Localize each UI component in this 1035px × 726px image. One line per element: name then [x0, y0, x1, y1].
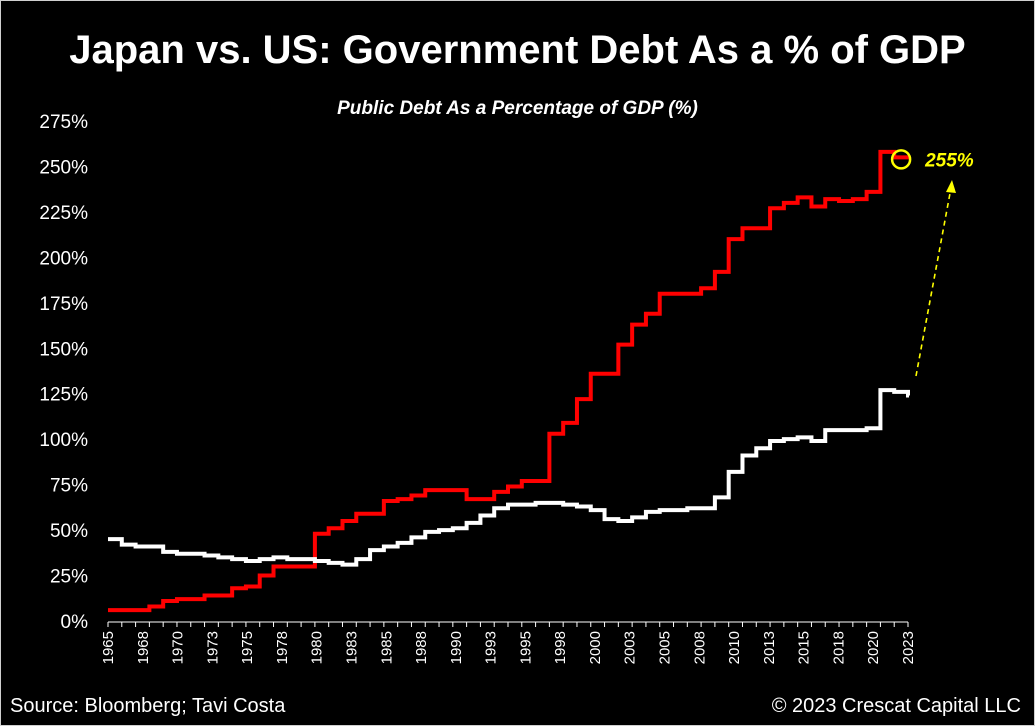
- x-tick-label: 2020: [865, 631, 882, 664]
- y-tick-label: 125%: [39, 385, 88, 406]
- x-tick-label: 1998: [552, 631, 569, 664]
- page-title: Japan vs. US: Government Debt As a % of …: [69, 28, 966, 72]
- y-tick-label: 25%: [50, 567, 88, 588]
- y-tick-label: 175%: [39, 294, 88, 315]
- annotation-arrow-line: [915, 187, 952, 377]
- x-tick-label: 2003: [622, 631, 639, 664]
- source-note: Source: Bloomberg; Tavi Costa: [10, 695, 286, 717]
- y-tick-label: 50%: [50, 521, 88, 542]
- x-tick-label: 2000: [587, 631, 604, 664]
- chart-subtitle: Public Debt As a Percentage of GDP (%): [337, 98, 698, 119]
- y-tick-label: 100%: [39, 430, 88, 451]
- series-line-red: [108, 149, 909, 613]
- y-axis: 0% 25% 50% 75% 100% 125% 150% 175% 200% 225% 250% 2…: [39, 112, 88, 633]
- x-tick-label: 1973: [204, 631, 221, 664]
- y-tick-label: 200%: [39, 248, 88, 269]
- copyright-note: © 2023 Crescat Capital LLC: [771, 695, 1021, 717]
- annotation-circle: [890, 149, 912, 170]
- x-tick-label: 1968: [135, 631, 152, 664]
- x-tick-label: 2018: [830, 631, 847, 664]
- x-tick-label: 1975: [239, 631, 256, 664]
- x-tick-label: 1990: [448, 631, 465, 664]
- x-tick-label: 2023: [900, 631, 917, 664]
- y-tick-label: 0%: [61, 612, 89, 633]
- x-tick-label: 1970: [170, 631, 187, 664]
- annotation-arrow-head: [946, 180, 956, 193]
- x-tick-label: 1980: [309, 631, 326, 664]
- y-tick-label: 75%: [50, 476, 88, 497]
- x-tick-label: 2010: [726, 631, 743, 664]
- x-tick-label: 1985: [378, 631, 395, 664]
- annotation-label: 255%: [924, 150, 974, 171]
- y-tick-label: 150%: [39, 339, 88, 360]
- x-axis: 1965 1968 1970 1973 1975 1978 1980 1983 1985 1988…: [100, 621, 917, 664]
- series-line-white: [108, 388, 910, 567]
- x-tick-label: 2015: [796, 631, 813, 664]
- x-tick-label: 1995: [517, 631, 534, 664]
- x-tick-label: 2008: [691, 631, 708, 664]
- annotation-layer: 255%: [890, 149, 974, 377]
- x-tick-label: 1993: [483, 631, 500, 664]
- y-tick-label: 250%: [39, 157, 88, 178]
- x-tick-label: 2005: [657, 631, 674, 664]
- y-tick-label: 275%: [39, 112, 88, 133]
- x-tick-label: 2013: [761, 631, 778, 664]
- series-layer: [108, 149, 910, 613]
- x-tick-label: 1978: [274, 631, 291, 664]
- y-tick-label: 225%: [39, 203, 88, 224]
- x-tick-label: 1965: [100, 631, 117, 664]
- x-tick-label: 1983: [343, 631, 360, 664]
- x-tick-label: 1988: [413, 631, 430, 664]
